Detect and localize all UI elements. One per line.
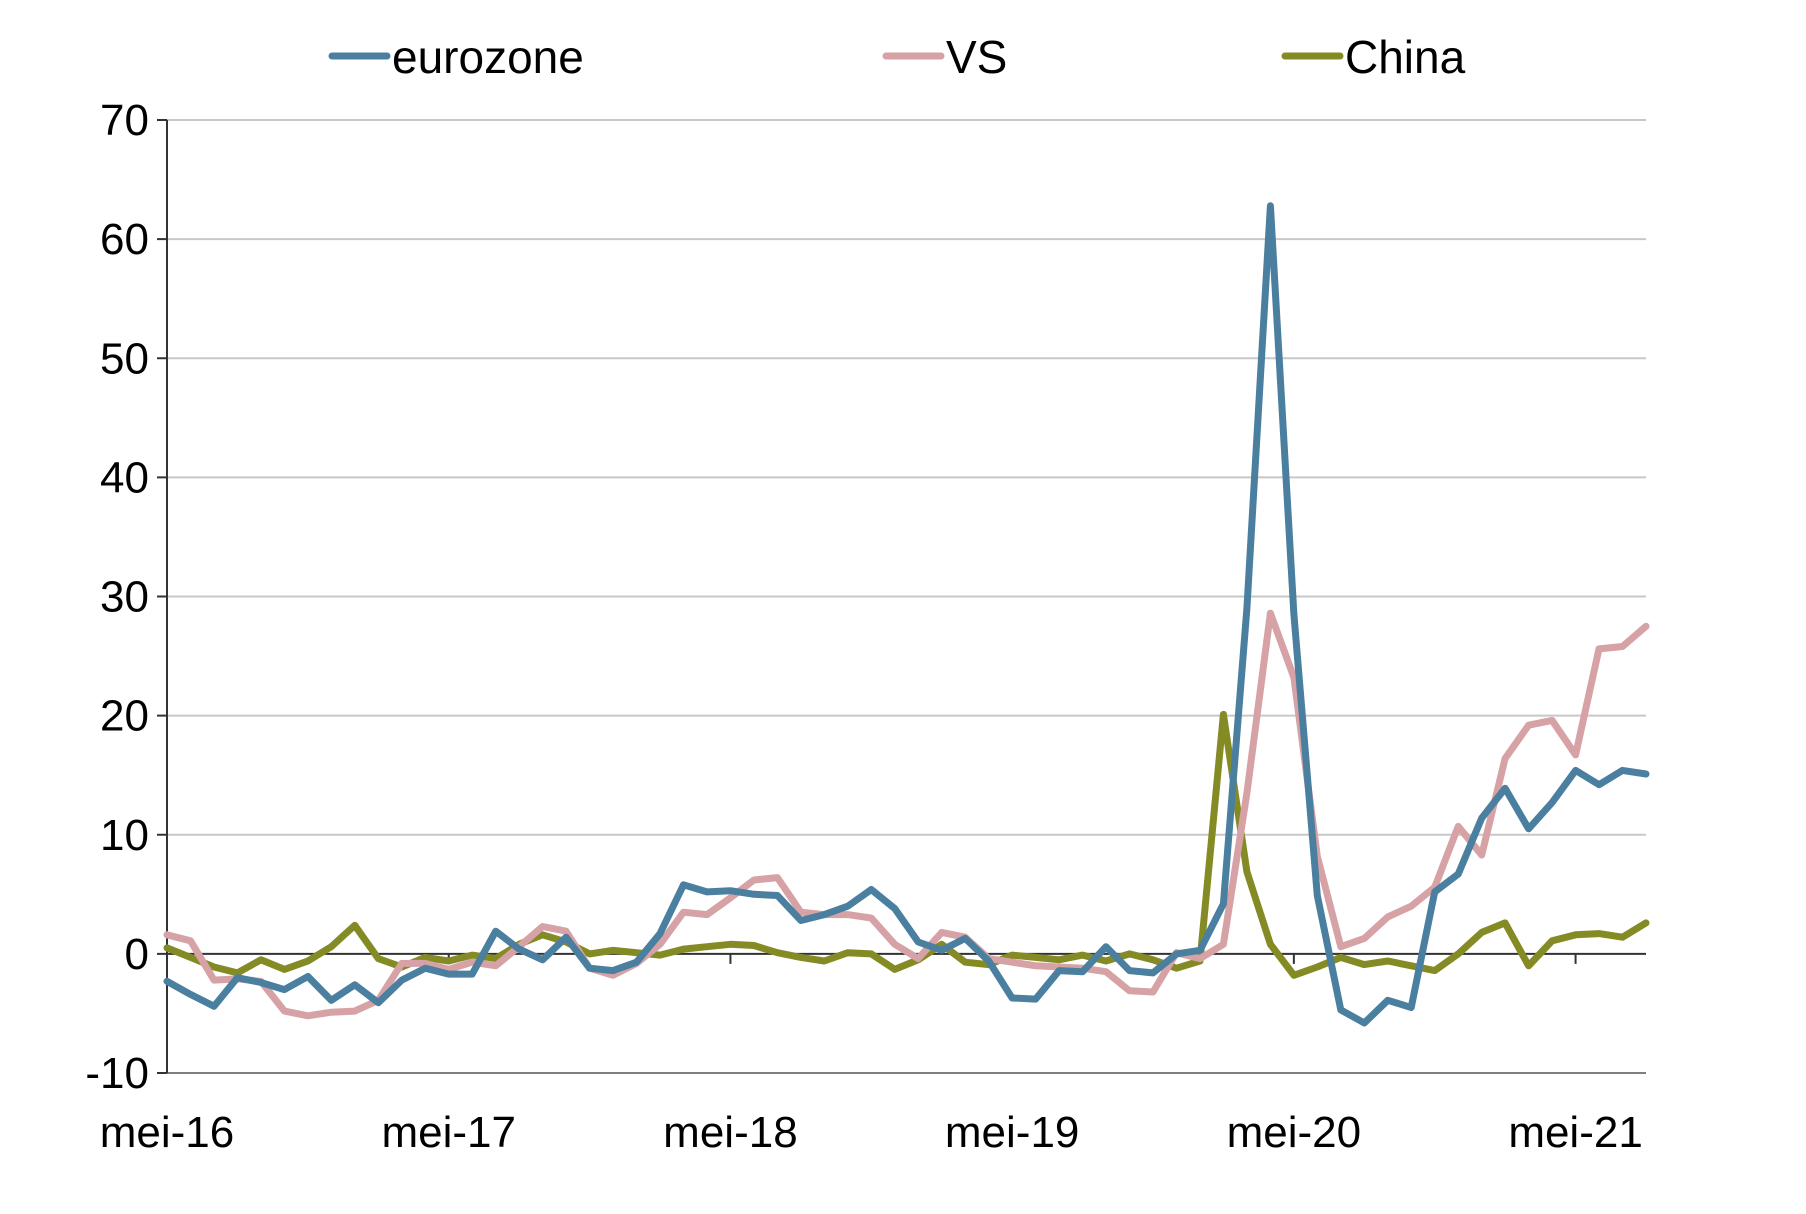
x-tick-label: mei-18 bbox=[663, 1108, 798, 1157]
legend-label-vs: VS bbox=[946, 31, 1007, 83]
y-tick-label: 50 bbox=[100, 334, 149, 383]
x-tick-label: mei-21 bbox=[1508, 1108, 1643, 1157]
x-tick-label: mei-19 bbox=[945, 1108, 1080, 1157]
y-tick-label: 0 bbox=[125, 930, 149, 979]
y-tick-label: 20 bbox=[100, 692, 149, 741]
y-tick-label: 10 bbox=[100, 811, 149, 860]
x-tick-label: mei-16 bbox=[100, 1108, 235, 1157]
x-tick-label: mei-20 bbox=[1227, 1108, 1362, 1157]
y-tick-label: 40 bbox=[100, 453, 149, 502]
y-tick-label: 30 bbox=[100, 573, 149, 622]
series-line-eurozone bbox=[163, 202, 1650, 1027]
y-tick-label: 60 bbox=[100, 215, 149, 264]
legend-label-eurozone: eurozone bbox=[392, 31, 584, 83]
y-tick-label: 70 bbox=[100, 96, 149, 145]
x-tick-label: mei-17 bbox=[381, 1108, 516, 1157]
axes: -10 0 10 20 30 40 50 60 70 mei-16 mei-17 mei-18 mei-… bbox=[85, 96, 1646, 1157]
y-tick-label: -10 bbox=[85, 1049, 149, 1098]
series-lines bbox=[163, 202, 1650, 1027]
gridlines bbox=[167, 119, 1646, 1074]
legend-label-china: China bbox=[1345, 31, 1466, 83]
series-line-vs bbox=[163, 609, 1650, 1020]
legend: eurozone VS China bbox=[328, 31, 1466, 83]
